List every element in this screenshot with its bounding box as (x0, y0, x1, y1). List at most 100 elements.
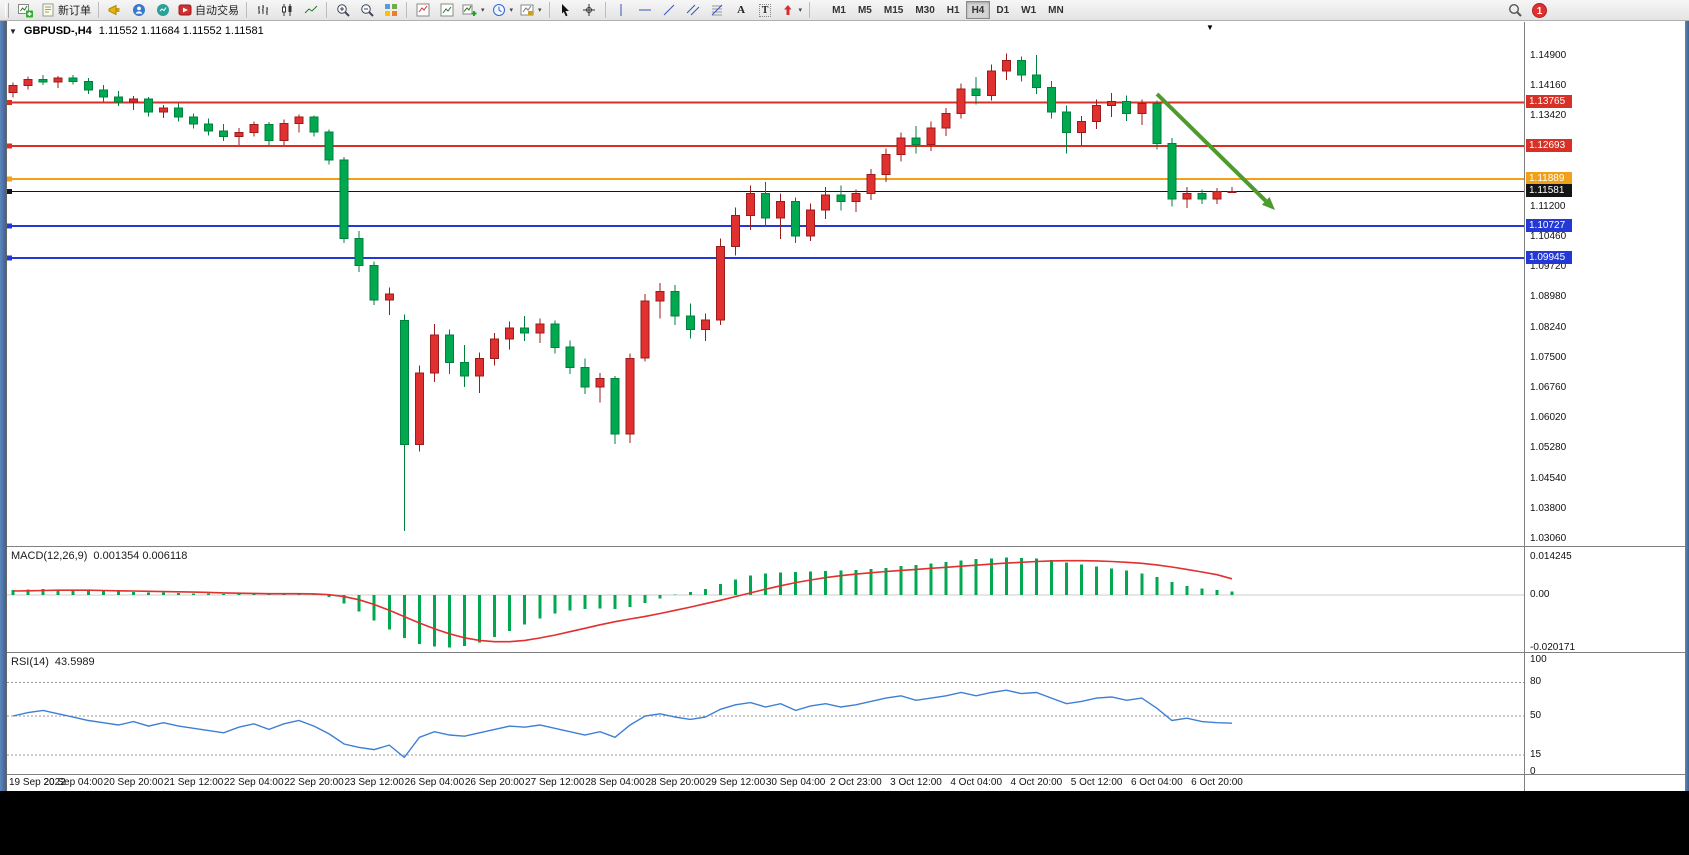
price-axis[interactable]: 1.149001.141601.134201.126801.119401.112… (1524, 22, 1685, 791)
rsi-panel-svg[interactable] (7, 653, 1524, 774)
time-axis-label: 22 Sep 04:00 (224, 777, 284, 788)
text-a-icon: A (737, 4, 746, 16)
rsi-name: RSI(14) (11, 656, 49, 668)
time-axis-label: 19 Sep 2022 (9, 777, 66, 788)
fibonacci-icon (710, 3, 724, 17)
bar-chart-button[interactable] (251, 1, 274, 20)
crosshair-icon (582, 3, 596, 17)
notification-badge[interactable]: 1 (1532, 2, 1547, 18)
line-chart-button[interactable] (299, 1, 322, 20)
toolbar-separator (326, 2, 327, 18)
price-level-badge: 1.11889 (1526, 171, 1572, 185)
time-axis-label: 26 Sep 20:00 (464, 777, 525, 788)
time-axis-label: 22 Sep 20:00 (284, 777, 344, 788)
market-button[interactable] (151, 1, 174, 20)
indicators-red-button[interactable] (411, 1, 434, 20)
alerts-button[interactable] (103, 1, 126, 20)
timeframe-button-d1[interactable]: D1 (990, 1, 1015, 19)
clock-icon (492, 3, 506, 17)
zoom-out-button[interactable] (355, 1, 378, 20)
price-axis-label: 1.14160 (1530, 80, 1567, 92)
indicators-green-button[interactable] (435, 1, 458, 20)
toolbar-grip[interactable] (5, 2, 9, 18)
chart-menu-caret-icon[interactable]: ▼ (9, 26, 17, 36)
timeframe-button-mn[interactable]: MN (1042, 1, 1070, 19)
dropdown-caret-icon: ▾ (798, 7, 803, 14)
candle-chart-button[interactable] (275, 1, 298, 20)
community-button[interactable] (127, 1, 150, 20)
text-button[interactable]: A (730, 1, 753, 20)
timeframe-button-m30[interactable]: M30 (909, 1, 940, 19)
templates-button[interactable]: ▾ (517, 1, 545, 20)
panel-separator[interactable] (7, 546, 1685, 547)
rsi-axis-label: 50 (1530, 710, 1542, 721)
dropdown-caret-icon: ▾ (481, 7, 485, 14)
vertical-line-icon (614, 3, 628, 17)
zoom-in-button[interactable] (331, 1, 354, 20)
macd-label: MACD(12,26,9) 0.001354 0.006118 (11, 550, 187, 562)
vertical-line-button[interactable] (610, 1, 633, 20)
add-indicator-button[interactable]: ▾ (459, 1, 488, 20)
price-axis-label: 1.08240 (1530, 321, 1567, 333)
time-axis-label: 23 Sep 12:00 (344, 777, 404, 788)
rsi-axis-label: 100 (1530, 654, 1547, 665)
timeframe-button-m1[interactable]: M1 (826, 1, 852, 19)
trendline-button[interactable] (658, 1, 681, 20)
window-left-border (0, 21, 7, 791)
price-level-badge: 1.12693 (1526, 139, 1572, 153)
market-icon (156, 3, 170, 17)
toolbar-separator (809, 2, 811, 18)
new-order-label: 新订单 (58, 5, 91, 17)
price-level-badge: 1.13765 (1526, 95, 1572, 109)
new-order-button[interactable]: 新订单 (38, 1, 94, 20)
chart-ohlc-values: 1.11552 1.11684 1.11552 1.11581 (98, 25, 264, 37)
price-axis-label: 1.04540 (1530, 472, 1567, 484)
bottom-black-bar (0, 791, 1689, 855)
megaphone-icon (108, 3, 122, 17)
time-axis-label: 20 Sep 04:00 (43, 777, 103, 788)
user-icon (132, 3, 146, 17)
chart-shift-marker-icon[interactable]: ▼ (1206, 23, 1214, 32)
tile-windows-button[interactable] (379, 1, 402, 20)
panel-separator (7, 774, 1685, 775)
time-axis-label: 2 Oct 23:00 (829, 777, 882, 788)
time-axis[interactable]: 19 Sep 2022 20 Sep 04:00 20 Sep 20:00 21 Se… (7, 775, 1524, 791)
timeframe-button-w1[interactable]: W1 (1015, 1, 1042, 19)
crosshair-button[interactable] (578, 1, 601, 20)
timeframe-button-h4[interactable]: H4 (965, 1, 991, 19)
periods-button[interactable]: ▾ (489, 1, 517, 20)
rsi-label: RSI(14) 43.5989 (11, 656, 95, 668)
price-axis-label: 1.14900 (1530, 50, 1567, 61)
panel-separator[interactable] (7, 652, 1685, 653)
price-axis-label: 1.10460 (1530, 231, 1567, 243)
text-label-button[interactable]: T (754, 1, 777, 20)
fibonacci-button[interactable] (706, 1, 729, 20)
time-axis-label: 4 Oct 20:00 (1010, 777, 1063, 788)
horizontal-line-button[interactable] (634, 1, 657, 20)
dropdown-caret-icon: ▾ (509, 7, 514, 14)
price-level-badge: 1.09945 (1526, 251, 1572, 265)
equidistant-channel-button[interactable] (682, 1, 705, 20)
timeframe-button-m5[interactable]: M5 (852, 1, 878, 19)
main-chart-svg[interactable] (7, 22, 1524, 546)
toolbar-separator (406, 2, 407, 18)
macd-panel-svg[interactable] (7, 547, 1524, 652)
toolbar-right-group: 1 (1503, 1, 1547, 20)
new-chart-icon (18, 3, 33, 18)
timeframe-button-h1[interactable]: H1 (941, 1, 966, 19)
price-axis-label: 1.06020 (1530, 412, 1567, 424)
arrows-button[interactable]: ▾ (778, 1, 806, 20)
price-axis-label: 1.11200 (1530, 200, 1566, 212)
timeframe-button-m15[interactable]: M15 (878, 1, 909, 19)
template-icon (520, 3, 534, 17)
toolbar-separator (548, 2, 550, 18)
new-chart-button[interactable] (14, 1, 37, 20)
cursor-button[interactable] (554, 1, 577, 20)
add-indicator-icon (462, 3, 477, 17)
search-button[interactable] (1503, 1, 1526, 20)
price-axis-label: 1.13420 (1530, 110, 1567, 122)
auto-trading-label: 自动交易 (195, 5, 239, 17)
auto-trading-button[interactable]: 自动交易 (175, 1, 242, 20)
rsi-axis-label: 15 (1530, 749, 1542, 761)
